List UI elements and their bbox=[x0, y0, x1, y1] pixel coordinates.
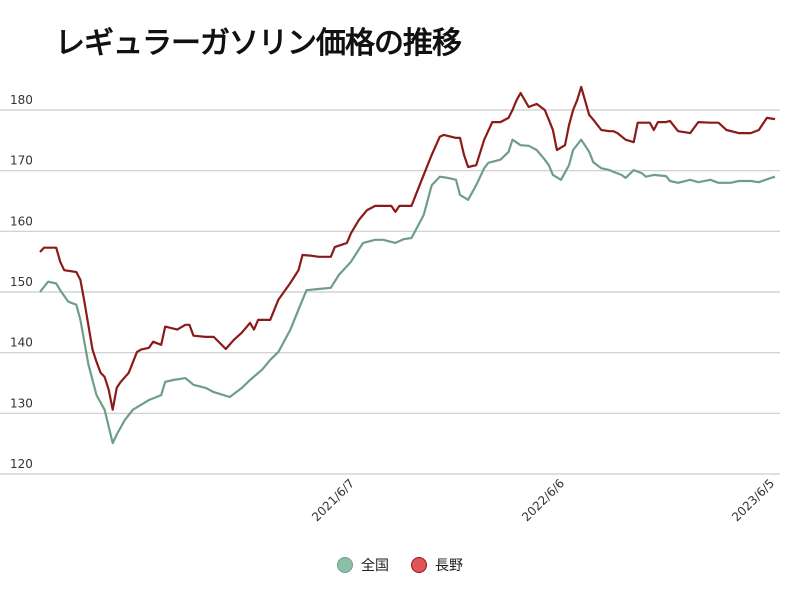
y-tick-label: 160 bbox=[10, 214, 33, 228]
x-axis-ticks: 2021/6/7 2022/6/6 2023/6/5 bbox=[309, 476, 777, 524]
legend: 全国 長野 bbox=[0, 555, 800, 575]
legend-item-nagano[interactable]: 長野 bbox=[411, 555, 463, 575]
y-tick-label: 120 bbox=[10, 457, 33, 471]
y-tick-label: 180 bbox=[10, 93, 33, 107]
series-line-0 bbox=[39, 138, 776, 445]
x-tick-label: 2022/6/6 bbox=[519, 476, 567, 524]
y-tick-label: 140 bbox=[10, 336, 33, 350]
legend-marker-icon bbox=[337, 557, 353, 573]
series-lines bbox=[39, 85, 776, 445]
legend-item-zenkoku[interactable]: 全国 bbox=[337, 555, 389, 575]
y-axis-ticks: 120 130 140 150 160 170 180 bbox=[10, 93, 33, 471]
series-line-1 bbox=[39, 85, 776, 411]
chart-title: レギュラーガソリン価格の推移 bbox=[55, 26, 462, 61]
x-tick-label: 2021/6/7 bbox=[309, 476, 357, 524]
legend-marker-icon bbox=[411, 557, 427, 573]
legend-label: 全国 bbox=[361, 558, 389, 574]
x-tick-label: 2023/6/5 bbox=[729, 476, 777, 524]
gridlines bbox=[0, 109, 780, 475]
y-tick-label: 130 bbox=[10, 396, 33, 410]
y-tick-label: 170 bbox=[10, 154, 33, 168]
y-tick-label: 150 bbox=[10, 275, 33, 289]
legend-label: 長野 bbox=[435, 558, 463, 574]
